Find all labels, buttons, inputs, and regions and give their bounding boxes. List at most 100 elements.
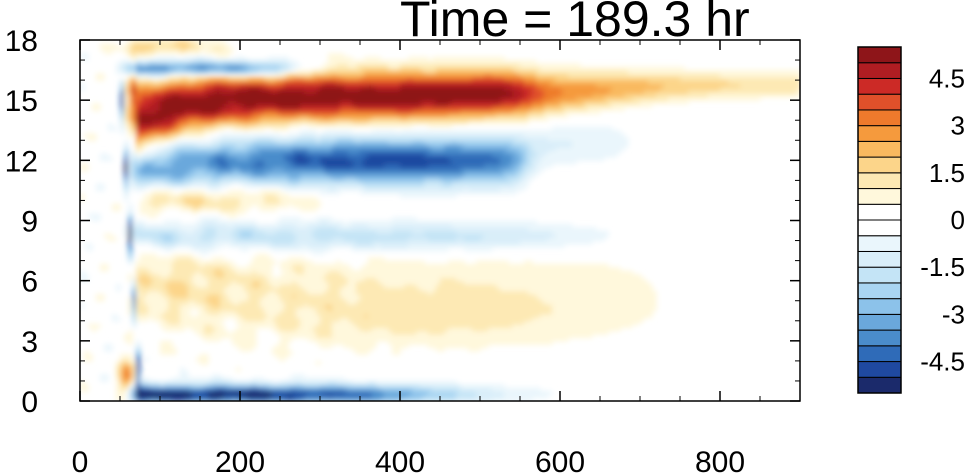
heatmap-cell bbox=[304, 317, 309, 322]
heatmap-cell bbox=[252, 337, 257, 342]
heatmap-cell bbox=[328, 190, 333, 195]
heatmap-cell bbox=[352, 347, 357, 352]
heatmap-cell bbox=[308, 110, 313, 115]
heatmap-cell bbox=[192, 263, 197, 268]
heatmap-cell bbox=[248, 300, 253, 305]
heatmap-cell bbox=[232, 63, 237, 68]
heatmap-cell bbox=[308, 220, 313, 225]
heatmap-cell bbox=[356, 270, 361, 275]
heatmap-cell bbox=[336, 223, 341, 228]
heatmap-cell bbox=[264, 167, 269, 171]
heatmap-cell bbox=[356, 394, 361, 399]
heatmap-cell bbox=[184, 90, 189, 95]
heatmap-cell bbox=[220, 110, 225, 115]
heatmap-cell bbox=[184, 317, 189, 322]
heatmap-cell bbox=[320, 146, 325, 151]
heatmap-cell bbox=[348, 394, 353, 399]
heatmap-cell bbox=[260, 227, 265, 232]
heatmap-cell bbox=[296, 180, 301, 185]
heatmap-cell bbox=[160, 80, 165, 85]
heatmap-cell bbox=[128, 394, 133, 399]
heatmap-cell bbox=[280, 273, 285, 278]
heatmap-cell bbox=[300, 76, 305, 81]
heatmap-cell bbox=[180, 394, 185, 399]
heatmap-cell bbox=[296, 290, 301, 295]
heatmap-cell bbox=[116, 284, 121, 288]
heatmap-cell bbox=[236, 100, 241, 105]
heatmap-cell bbox=[320, 270, 325, 275]
heatmap-cell bbox=[156, 390, 161, 395]
heatmap-cell bbox=[200, 270, 205, 275]
heatmap-cell bbox=[128, 250, 133, 255]
heatmap-cell bbox=[144, 273, 149, 278]
heatmap-cell bbox=[244, 267, 249, 272]
heatmap-cell bbox=[320, 390, 325, 395]
heatmap-cell bbox=[296, 387, 301, 392]
heatmap-cell bbox=[352, 177, 357, 181]
heatmap-cell bbox=[216, 86, 221, 91]
heatmap-cell bbox=[304, 384, 309, 389]
heatmap-cell bbox=[276, 167, 281, 171]
heatmap-cell bbox=[328, 270, 333, 275]
heatmap-cell bbox=[148, 240, 153, 245]
heatmap-cell bbox=[240, 143, 245, 148]
heatmap-cell bbox=[288, 314, 293, 319]
heatmap-cell bbox=[188, 200, 193, 205]
heatmap-cell bbox=[324, 324, 329, 329]
heatmap-cell bbox=[128, 93, 133, 98]
heatmap-cell bbox=[312, 76, 317, 81]
heatmap-cell bbox=[176, 80, 181, 85]
heatmap-cell bbox=[268, 207, 273, 212]
heatmap-cell bbox=[140, 146, 145, 151]
heatmap-cell bbox=[328, 73, 333, 78]
heatmap-cell bbox=[240, 103, 245, 108]
heatmap-cell bbox=[168, 126, 173, 131]
heatmap-cell bbox=[160, 237, 165, 242]
heatmap-cell bbox=[304, 180, 309, 185]
heatmap-cell bbox=[140, 257, 145, 262]
heatmap-cell bbox=[172, 300, 177, 305]
heatmap-cell bbox=[308, 380, 313, 385]
heatmap-cell bbox=[196, 133, 201, 138]
heatmap-cell bbox=[260, 170, 265, 175]
heatmap-cell bbox=[272, 183, 277, 188]
heatmap-cell bbox=[280, 153, 285, 158]
heatmap-cell bbox=[132, 160, 137, 165]
heatmap-cell bbox=[324, 273, 329, 278]
heatmap-cell bbox=[144, 80, 149, 85]
heatmap-cell bbox=[180, 290, 185, 295]
heatmap-cell bbox=[132, 133, 137, 138]
heatmap-cell bbox=[196, 153, 201, 158]
heatmap-cell bbox=[260, 237, 265, 242]
heatmap-cell bbox=[156, 304, 161, 308]
heatmap-cell bbox=[280, 113, 285, 118]
heatmap-cell bbox=[140, 267, 145, 272]
heatmap-cell bbox=[328, 180, 333, 185]
heatmap-cell bbox=[232, 230, 237, 235]
heatmap-cell bbox=[284, 163, 289, 168]
heatmap-cell bbox=[336, 227, 341, 232]
heatmap-cell bbox=[348, 307, 353, 312]
heatmap-cell bbox=[132, 277, 137, 282]
heatmap-cell bbox=[240, 146, 245, 151]
heatmap-cell bbox=[188, 320, 193, 325]
heatmap-cell bbox=[256, 394, 261, 399]
heatmap-cell bbox=[260, 253, 265, 258]
heatmap-cell bbox=[340, 387, 345, 392]
heatmap-cell bbox=[352, 83, 357, 88]
heatmap-cell bbox=[180, 173, 185, 178]
heatmap-cell bbox=[172, 46, 177, 51]
heatmap-cell bbox=[180, 387, 185, 392]
heatmap-cell bbox=[284, 153, 289, 158]
heatmap-cell bbox=[288, 96, 293, 101]
heatmap-cell bbox=[304, 86, 309, 91]
heatmap-cell bbox=[188, 397, 193, 401]
heatmap-cell bbox=[332, 324, 337, 329]
heatmap-cell bbox=[268, 183, 273, 188]
heatmap-cell bbox=[324, 387, 329, 392]
heatmap-cell bbox=[252, 116, 257, 121]
heatmap-cell bbox=[144, 240, 149, 245]
heatmap-cell bbox=[200, 327, 205, 332]
heatmap-cell bbox=[252, 113, 257, 118]
heatmap-cell bbox=[308, 284, 313, 288]
